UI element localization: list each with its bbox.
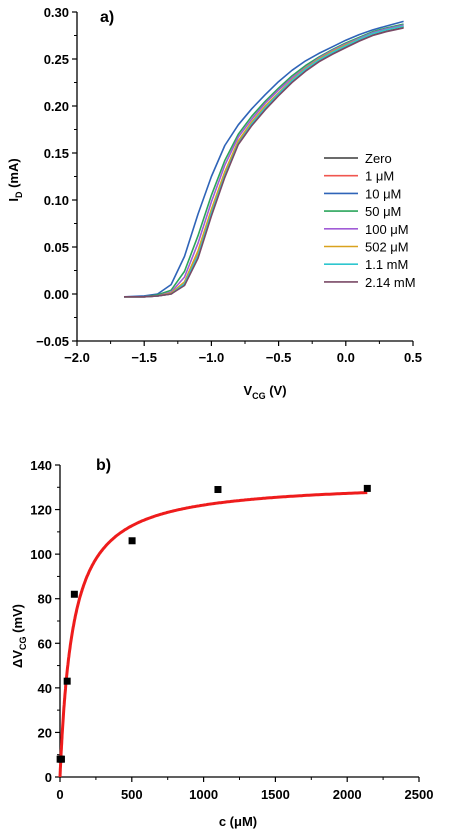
x-tick-label-a: −1.0 <box>199 350 225 365</box>
x-axis-label-b: c (μM) <box>219 814 257 829</box>
x-tick-label-b: 0 <box>56 787 63 802</box>
series-line-a <box>124 25 404 298</box>
y-tick-label-a: 0.20 <box>44 99 69 114</box>
y-tick-label-a: 0.15 <box>44 146 69 161</box>
x-tick-label-a: −1.5 <box>131 350 157 365</box>
series-line-a <box>124 24 404 298</box>
series-line-a <box>124 25 404 298</box>
data-point-b <box>363 484 371 492</box>
x-tick-label-a: 0.0 <box>337 350 355 365</box>
y-tick-label-a: 0.10 <box>44 193 69 208</box>
x-tick-label-b: 500 <box>121 787 143 802</box>
y-tick-label-a: 0.30 <box>44 5 69 20</box>
x-axis-label-a: VCG (V) <box>243 383 286 401</box>
fit-curve-b <box>58 491 368 777</box>
legend-label-a: Zero <box>365 151 392 166</box>
series-group-a <box>123 20 404 298</box>
legend-label-a: 100 μM <box>365 222 409 237</box>
x-tick-label-a: 0.5 <box>404 350 422 365</box>
legend-label-a: 502 μM <box>365 240 409 255</box>
series-line-a <box>124 27 404 298</box>
series-line-a <box>123 20 404 298</box>
y-axis-label-b: ΔVCG (mV) <box>10 604 28 668</box>
series-line-a <box>124 26 404 298</box>
y-axis-label-a: ID (mA) <box>6 158 24 201</box>
data-point-b <box>128 537 136 545</box>
y-tick-label-a: −0.05 <box>36 334 69 349</box>
axes-b <box>59 465 419 778</box>
y-tick-label-b: 40 <box>38 681 52 696</box>
axes-a <box>76 12 413 342</box>
y-tick-label-b: 0 <box>45 770 52 785</box>
ticks-a: −2.0 −1.5 −1.0 −0.5 0.0 0.5 −0.05 0.00 0.05 0.10 0… <box>36 5 422 365</box>
series-line-a <box>124 25 404 298</box>
x-tick-label-b: 1000 <box>189 787 218 802</box>
x-tick-label-a: −0.5 <box>266 350 292 365</box>
x-tick-label-b: 2000 <box>333 787 362 802</box>
y-tick-label-b: 60 <box>38 636 52 651</box>
chart-a: a) −2.0 −1.5 −1.0 −0.5 0.0 0.5 −0.05 0.00 0.05 0.… <box>6 5 422 401</box>
x-tick-label-b: 1500 <box>261 787 290 802</box>
panel-label-a: a) <box>100 9 114 26</box>
y-tick-label-a: 0.25 <box>44 52 69 67</box>
legend-label-a: 1 μM <box>365 169 394 184</box>
legend-a: Zero 1 μM 10 μM 50 μM 100 μM 502 μM 1.1 mM 2.14… <box>324 151 416 290</box>
y-tick-label-b: 100 <box>30 547 52 562</box>
legend-label-a: 2.14 mM <box>365 275 416 290</box>
legend-label-a: 10 μM <box>365 186 401 201</box>
y-tick-label-a: 0.05 <box>44 240 69 255</box>
chart-b: b) 0 500 1000 1500 2000 2500 0 20 40 60 80 100 120 14… <box>10 457 433 829</box>
legend-label-a: 50 μM <box>365 204 401 219</box>
points-group-b <box>56 484 371 763</box>
y-tick-label-b: 80 <box>38 592 52 607</box>
y-tick-label-b: 120 <box>30 503 52 518</box>
y-tick-label-b: 140 <box>30 458 52 473</box>
x-tick-label-b: 2500 <box>405 787 434 802</box>
series-line-a <box>124 23 404 298</box>
ticks-b: 0 500 1000 1500 2000 2500 0 20 40 60 80 100 120 140 <box>30 458 433 802</box>
panel-label-b: b) <box>96 457 111 474</box>
fit-curve-group-b <box>58 491 368 777</box>
data-point-b <box>214 486 222 494</box>
y-tick-label-a: 0.00 <box>44 287 69 302</box>
y-tick-label-b: 20 <box>38 725 52 740</box>
data-point-b <box>70 590 78 598</box>
x-tick-label-a: −2.0 <box>64 350 90 365</box>
legend-label-a: 1.1 mM <box>365 257 408 272</box>
data-point-b <box>63 677 71 685</box>
data-point-b <box>57 755 65 763</box>
